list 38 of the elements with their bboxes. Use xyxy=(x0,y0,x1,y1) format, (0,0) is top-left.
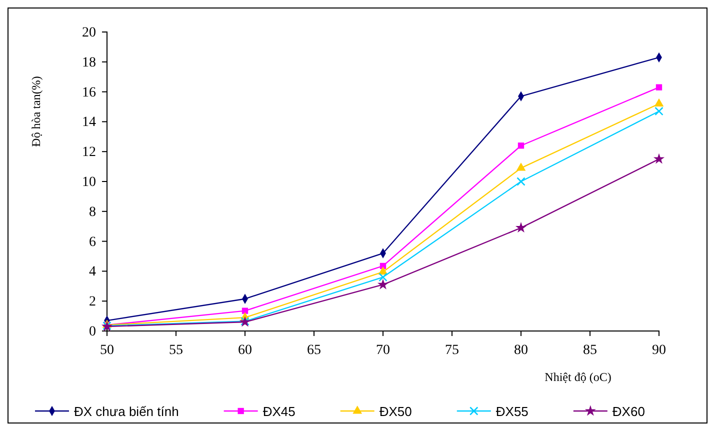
legend-label: ĐX chưa biến tính xyxy=(74,404,179,419)
y-tick-label: 2 xyxy=(89,294,96,310)
x-tick-label: 80 xyxy=(514,342,528,358)
legend-label: ĐX55 xyxy=(496,404,528,419)
point xyxy=(656,84,662,90)
legend-label: ĐX45 xyxy=(262,404,296,419)
y-tick-label: 14 xyxy=(82,115,96,130)
y-tick-label: 16 xyxy=(82,85,96,100)
point xyxy=(654,106,664,116)
point xyxy=(516,162,526,171)
point xyxy=(653,153,665,164)
y-tick-label: 12 xyxy=(82,145,96,160)
y-tick-label: 4 xyxy=(89,264,96,280)
point xyxy=(515,222,527,233)
y-tick-label: 8 xyxy=(89,204,96,220)
y-axis-title: Độ hòa tan(%) xyxy=(29,76,43,147)
y-tick-label: 0 xyxy=(89,324,96,340)
y-tick-label: 10 xyxy=(82,174,96,190)
x-tick-label: 75 xyxy=(445,342,459,358)
x-tick-label: 60 xyxy=(238,342,252,358)
x-tick-label: 70 xyxy=(376,342,390,358)
y-tick-label: 18 xyxy=(82,55,96,70)
point xyxy=(654,98,664,106)
point xyxy=(378,272,388,282)
point xyxy=(242,308,248,314)
y-tick-label: 20 xyxy=(82,25,96,40)
x-tick-label: 90 xyxy=(652,342,666,358)
point xyxy=(516,177,526,186)
point xyxy=(377,278,389,290)
x-tick-label: 50 xyxy=(100,342,114,358)
point xyxy=(518,142,524,149)
legend-label: ĐX50 xyxy=(379,404,412,419)
x-tick-label: 65 xyxy=(307,342,321,358)
x-tick-label: 55 xyxy=(169,342,183,358)
legend-label: ĐX60 xyxy=(612,404,645,419)
y-tick-label: 6 xyxy=(89,234,96,250)
x-axis-title: Nhiệt độ (oC) xyxy=(544,370,612,384)
x-tick-label: 85 xyxy=(583,342,597,358)
